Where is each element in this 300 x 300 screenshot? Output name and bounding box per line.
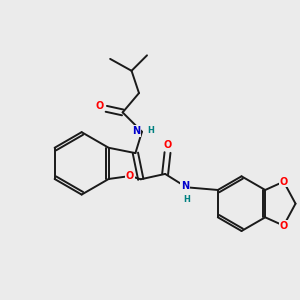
Text: H: H xyxy=(184,195,190,204)
Text: H: H xyxy=(147,126,154,135)
Text: O: O xyxy=(280,177,288,187)
Text: N: N xyxy=(133,126,141,136)
Text: O: O xyxy=(95,101,104,111)
Text: O: O xyxy=(126,171,134,181)
Text: O: O xyxy=(280,220,288,231)
Text: O: O xyxy=(164,140,172,150)
Text: N: N xyxy=(181,182,189,191)
